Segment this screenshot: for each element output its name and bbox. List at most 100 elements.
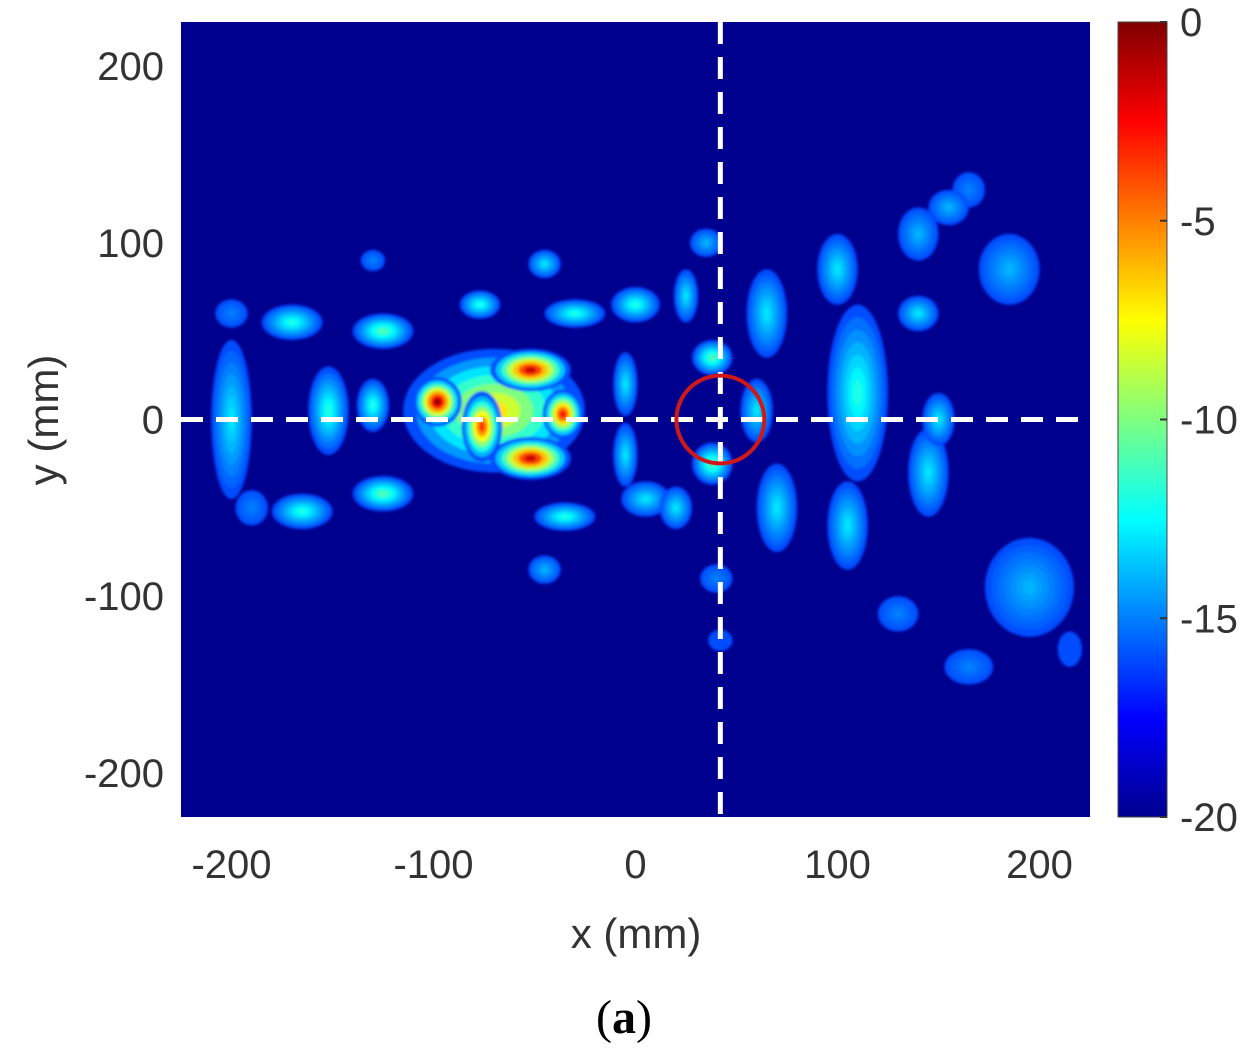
intensity-blob [215, 299, 248, 328]
intensity-blob [952, 172, 985, 208]
intensity-contour [718, 638, 723, 642]
intensity-contour [915, 310, 922, 317]
intensity-blob [877, 596, 919, 632]
intensity-contour [773, 501, 780, 515]
intensity-contour [1067, 646, 1072, 652]
intensity-blob [700, 564, 733, 593]
intensity-contour [287, 319, 297, 325]
intensity-contour [754, 405, 760, 416]
intensity-blob [621, 481, 670, 517]
intensity-blob [1057, 631, 1082, 667]
intensity-blob [271, 493, 333, 530]
intensity-contour [763, 306, 770, 321]
intensity-contour [895, 611, 902, 617]
x-axis: -200 -100 0 100 200 [191, 843, 1072, 887]
intensity-contour [229, 311, 234, 316]
intensity-contour [371, 258, 375, 263]
intensity-blob [461, 391, 503, 462]
intensity-blob [756, 463, 798, 552]
y-tick-label: 0 [142, 399, 164, 443]
x-tick-label: 100 [804, 843, 871, 887]
colorbar [1117, 21, 1168, 818]
y-tick-label: -200 [84, 752, 164, 796]
intensity-blob [261, 304, 323, 341]
intensity-blob [528, 555, 561, 584]
colorbar-tick-label: -20 [1180, 796, 1238, 840]
intensity-contour [476, 302, 483, 307]
colorbar-tick-label: -5 [1180, 200, 1216, 244]
colorbar-ticks: 0 -5 -10 -15 -20 [1160, 1, 1238, 840]
intensity-contour [623, 450, 628, 460]
intensity-blob [528, 249, 561, 279]
intensity-blob [978, 234, 1040, 305]
intensity-contour [297, 508, 307, 515]
intensity-blob [928, 189, 969, 226]
x-tick-label: 0 [624, 843, 646, 887]
intensity-contour [478, 421, 486, 432]
intensity-contour [915, 230, 922, 238]
intensity-blob [746, 269, 787, 358]
intensity-contour [713, 576, 719, 581]
intensity-blob [740, 378, 773, 443]
colorbar-tick-label: -15 [1180, 597, 1238, 641]
y-axis-label: y (mm) [20, 355, 67, 486]
x-tick-label: 200 [1006, 843, 1073, 887]
intensity-blob [534, 502, 596, 531]
intensity-contour [378, 328, 388, 334]
intensity-blob [692, 340, 733, 376]
intensity-blob [352, 476, 414, 512]
intensity-contour [1004, 264, 1014, 275]
intensity-blob [984, 537, 1074, 637]
intensity-contour [524, 366, 537, 374]
intensity-contour [703, 240, 709, 245]
colorbar-tick-label: -10 [1180, 399, 1238, 443]
intensity-blob [352, 313, 414, 349]
intensity-contour [965, 664, 973, 670]
intensity-contour [945, 204, 952, 211]
intensity-contour [709, 355, 716, 361]
intensity-blob [613, 423, 638, 487]
intensity-blob [490, 348, 571, 392]
intensity-contour [684, 291, 688, 300]
intensity-blob [673, 269, 699, 323]
intensity-contour [925, 465, 932, 480]
intensity-field [211, 172, 1082, 685]
intensity-blob [490, 437, 571, 480]
intensity-blob [613, 352, 638, 416]
intensity-blob [817, 234, 858, 305]
y-tick-label: -100 [84, 575, 164, 619]
intensity-blob [542, 389, 583, 439]
intensity-contour [966, 187, 972, 193]
intensity-contour [853, 379, 863, 407]
intensity-contour [570, 311, 580, 316]
intensity-blob [459, 290, 501, 319]
intensity-contour [673, 504, 679, 512]
y-tick-label: 200 [97, 45, 164, 89]
intensity-blob [659, 486, 693, 530]
intensity-contour [1022, 579, 1037, 595]
intensity-blob [360, 249, 386, 272]
intensity-contour [559, 410, 566, 418]
intensity-blob [944, 649, 994, 685]
intensity-contour [249, 505, 255, 511]
target-marker-circle [674, 373, 767, 466]
intensity-contour [542, 261, 548, 267]
intensity-blob [611, 287, 660, 323]
intensity-blob [356, 378, 390, 432]
panel-label: (a) [596, 991, 652, 1044]
intensity-contour [542, 567, 548, 572]
intensity-blob [544, 299, 606, 328]
intensity-contour [631, 302, 640, 308]
x-tick-label: -200 [191, 843, 271, 887]
intensity-contour [433, 398, 442, 406]
intensity-blob [908, 428, 949, 517]
intensity-contour [623, 379, 628, 389]
intensity-contour [370, 401, 376, 410]
intensity-contour [844, 518, 851, 533]
intensity-blob [690, 228, 723, 257]
x-axis-label: x (mm) [571, 910, 702, 957]
intensity-contour [325, 404, 332, 418]
intensity-contour [834, 264, 841, 275]
intensity-blob [827, 304, 888, 482]
